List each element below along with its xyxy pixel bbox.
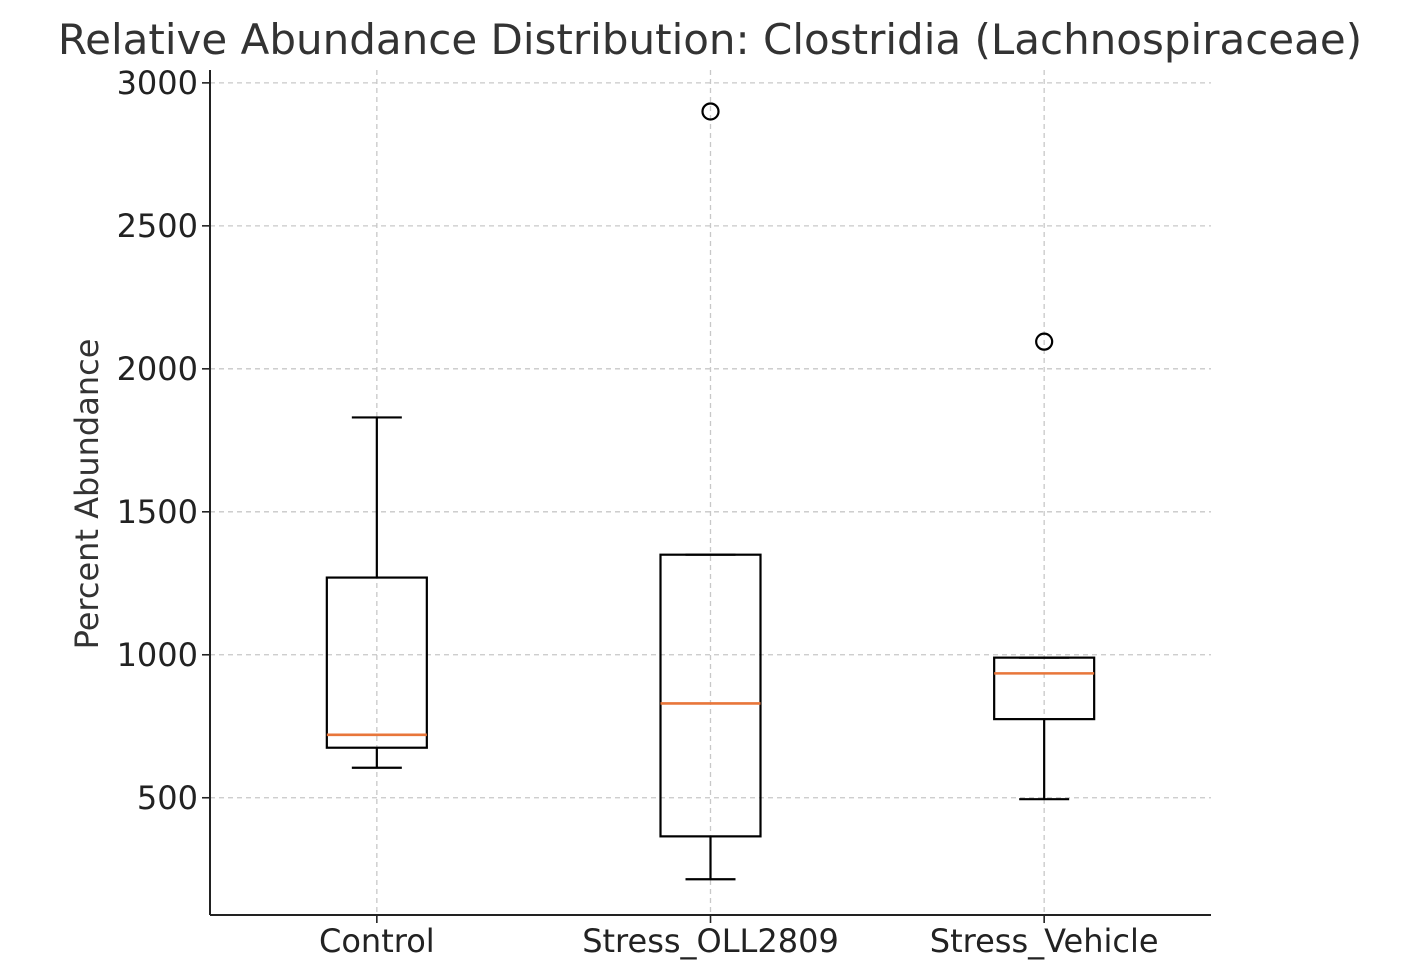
- x-tick-label: Stress_Vehicle: [930, 922, 1159, 960]
- y-tick-label: 1000: [117, 636, 198, 674]
- y-tick-label: 500: [137, 779, 198, 817]
- y-axis-label: Percent Abundance: [68, 339, 106, 650]
- iqr-box: [325, 576, 428, 749]
- x-tick-label: Stress_OLL2809: [582, 922, 839, 960]
- box-group-stress-oll2809: [659, 102, 762, 881]
- outlier-point: [1035, 332, 1054, 351]
- box-plots: [325, 102, 1096, 881]
- box-group-stress-vehicle: [993, 332, 1096, 801]
- x-tick-label: Control: [319, 922, 435, 960]
- iqr-box: [993, 656, 1096, 721]
- y-tick-label: 3000: [117, 64, 198, 102]
- y-tick-label: 1500: [117, 493, 198, 531]
- grid-lines: [210, 70, 1211, 915]
- box-group-control: [325, 416, 428, 769]
- iqr-box: [659, 553, 762, 838]
- axes: [202, 70, 1211, 923]
- y-tick-label: 2500: [117, 207, 198, 245]
- tick-labels: 500 1000 1500 2000 2500 3000 Control Stress_OLL…: [117, 64, 1159, 960]
- y-tick-label: 2000: [117, 350, 198, 388]
- chart-title: Relative Abundance Distribution: Clostri…: [58, 15, 1362, 64]
- outlier-point: [701, 102, 720, 121]
